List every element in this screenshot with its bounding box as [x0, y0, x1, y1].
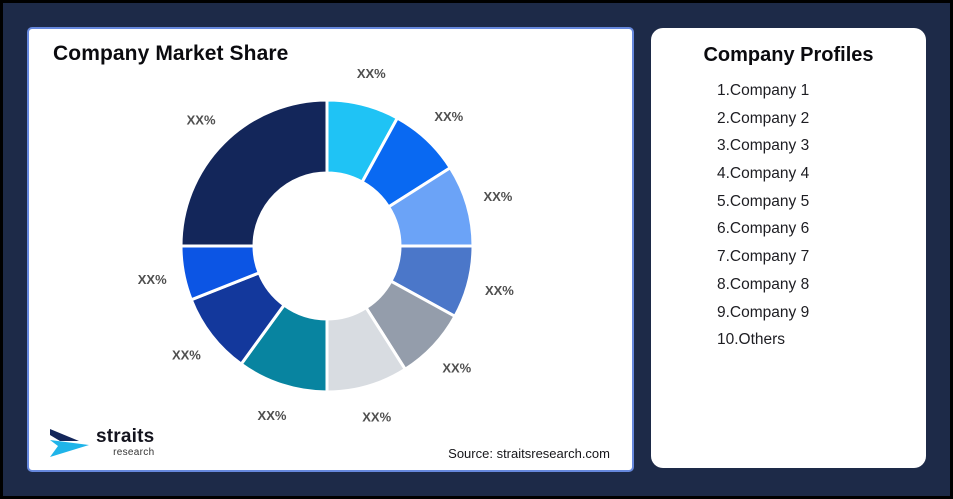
logo-navy-chevron — [50, 428, 79, 441]
chart-title: Company Market Share — [53, 42, 289, 65]
segment-share-label: XX% — [485, 283, 514, 298]
segment-share-label: XX% — [442, 360, 471, 375]
brand-name: straits — [96, 426, 155, 447]
logo-cyan-chevron — [50, 439, 89, 457]
segment-share-label: XX% — [357, 66, 386, 81]
company-list-item: 2.Company 2 — [717, 109, 810, 127]
company-list-item: 10.Others — [717, 331, 786, 349]
donut-segment — [179, 98, 329, 248]
segment-share-label: XX% — [258, 408, 287, 423]
profiles-card: Company Profiles 1.Company 1 2.Company 2 3… — [651, 28, 926, 468]
company-list-item: 3.Company 3 — [717, 137, 810, 155]
segment-share-label: XX% — [362, 409, 391, 424]
company-list-item: 7.Company 7 — [717, 248, 810, 266]
straits-logo: straits research — [47, 427, 154, 458]
company-list-item: 6.Company 6 — [717, 220, 810, 238]
brand-subname: research — [113, 447, 155, 458]
market-share-card: Company Market Share XX% XX% XX% XX% XX% XX% X… — [27, 27, 634, 472]
company-list-item: 4.Company 4 — [717, 165, 810, 183]
company-list-item: 9.Company 9 — [717, 303, 810, 321]
company-list-item: 8.Company 8 — [717, 275, 810, 293]
straits-arrow-icon — [50, 428, 89, 457]
logo-text: straits research — [96, 427, 154, 458]
company-list: 1.Company 1 2.Company 2 3.Company 3 4.Compa… — [717, 77, 926, 354]
profiles-title: Company Profiles — [703, 44, 874, 66]
segment-share-label: XX% — [138, 272, 167, 287]
segment-share-label: XX% — [483, 189, 512, 204]
segment-share-label: XX% — [187, 113, 216, 128]
segment-share-label: XX% — [172, 348, 201, 363]
segment-share-label: XX% — [434, 109, 463, 124]
company-list-item: 5.Company 5 — [717, 192, 810, 210]
source-note: Source: straitsresearch.com — [448, 446, 610, 461]
donut-chart: XX% XX% XX% XX% XX% XX% XX% XX% XX% XX% — [138, 66, 515, 424]
company-list-item: 1.Company 1 — [717, 82, 810, 99]
